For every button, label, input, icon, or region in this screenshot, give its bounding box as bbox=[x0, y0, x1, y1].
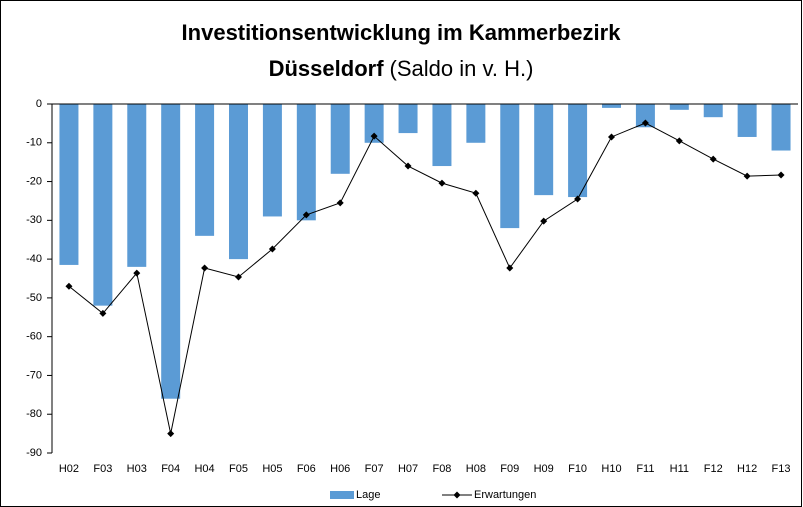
chart-title: Investitionsentwicklung im Kammerbezirk bbox=[182, 20, 622, 45]
x-tick-label: H02 bbox=[59, 463, 79, 475]
marker bbox=[743, 172, 751, 180]
x-tick-label: H08 bbox=[466, 463, 486, 475]
marker bbox=[99, 309, 107, 317]
bar bbox=[229, 104, 248, 260]
marker bbox=[268, 245, 276, 253]
marker bbox=[167, 430, 175, 438]
x-tick-label: F09 bbox=[500, 463, 519, 475]
x-tick-label: H10 bbox=[601, 463, 621, 475]
marker bbox=[777, 171, 785, 179]
marker bbox=[641, 119, 649, 127]
y-tick-label: -50 bbox=[26, 292, 42, 304]
bar bbox=[330, 104, 350, 174]
x-tick-label: F11 bbox=[636, 463, 654, 475]
y-tick-label: -90 bbox=[26, 447, 42, 459]
marker bbox=[608, 133, 615, 141]
marker bbox=[472, 189, 480, 197]
bar bbox=[703, 104, 723, 118]
y-tick-label: -20 bbox=[26, 175, 42, 187]
bar bbox=[93, 104, 113, 306]
marker bbox=[540, 217, 548, 225]
bar bbox=[262, 104, 282, 217]
marker bbox=[709, 155, 717, 163]
bar bbox=[195, 104, 215, 236]
legend-label: Erwartungen bbox=[474, 489, 536, 501]
legend-label: Lage bbox=[356, 489, 380, 501]
marker bbox=[235, 273, 242, 281]
x-tick-label: H09 bbox=[534, 463, 554, 475]
y-tick-label: -80 bbox=[26, 408, 42, 420]
legend-marker bbox=[453, 491, 461, 499]
bar bbox=[568, 104, 588, 198]
bar bbox=[296, 104, 316, 221]
marker bbox=[336, 199, 344, 207]
marker bbox=[65, 282, 73, 290]
bar bbox=[466, 104, 486, 143]
chart-subtitle: (Saldo in v. H.) bbox=[390, 56, 534, 81]
marker bbox=[404, 162, 412, 170]
y-tick-label: 0 bbox=[36, 98, 42, 110]
x-tick-label: H06 bbox=[330, 463, 350, 475]
bar bbox=[669, 104, 689, 110]
x-tick-label: F13 bbox=[772, 463, 791, 475]
x-tick-label: F06 bbox=[297, 463, 316, 475]
chart-title-line2: Düsseldorf (Saldo in v. H.) bbox=[269, 56, 534, 81]
bar bbox=[602, 104, 621, 108]
bar bbox=[364, 104, 384, 143]
bar bbox=[432, 104, 452, 167]
chart-title: Düsseldorf bbox=[269, 56, 385, 81]
x-tick-label: H05 bbox=[262, 463, 282, 475]
marker bbox=[133, 269, 141, 277]
line bbox=[68, 122, 782, 434]
bar bbox=[635, 104, 655, 128]
bar bbox=[534, 104, 554, 196]
y-tick-label: -60 bbox=[26, 331, 42, 343]
x-tick-label: F03 bbox=[93, 463, 112, 475]
x-tick-label: F05 bbox=[229, 463, 248, 475]
bar bbox=[737, 104, 757, 137]
marker bbox=[302, 211, 310, 219]
x-tick-label: F08 bbox=[432, 463, 451, 475]
marker bbox=[438, 179, 446, 187]
x-tick-label: F12 bbox=[704, 463, 723, 475]
x-tick-label: H04 bbox=[194, 463, 214, 475]
x-tick-label: F07 bbox=[365, 463, 384, 475]
y-tick-label: -10 bbox=[26, 137, 42, 149]
marker bbox=[574, 195, 582, 203]
y-tick-label: -70 bbox=[26, 369, 42, 381]
bar bbox=[59, 104, 79, 265]
marker bbox=[675, 137, 683, 145]
bar bbox=[398, 104, 418, 134]
x-tick-label: H07 bbox=[398, 463, 418, 475]
x-tick-label: H03 bbox=[127, 463, 147, 475]
marker bbox=[201, 264, 209, 272]
x-tick-label: F04 bbox=[161, 463, 180, 475]
legend-swatch bbox=[330, 491, 354, 499]
bar bbox=[500, 104, 520, 229]
marker bbox=[506, 264, 514, 272]
marker bbox=[370, 132, 378, 140]
bar bbox=[161, 104, 181, 399]
y-tick-label: -40 bbox=[26, 253, 42, 265]
x-tick-label: H12 bbox=[737, 463, 757, 475]
bar bbox=[127, 104, 147, 267]
x-tick-label: H11 bbox=[670, 463, 689, 475]
x-tick-label: F10 bbox=[568, 463, 587, 475]
bar bbox=[771, 104, 791, 151]
y-tick-label: -30 bbox=[26, 214, 42, 226]
